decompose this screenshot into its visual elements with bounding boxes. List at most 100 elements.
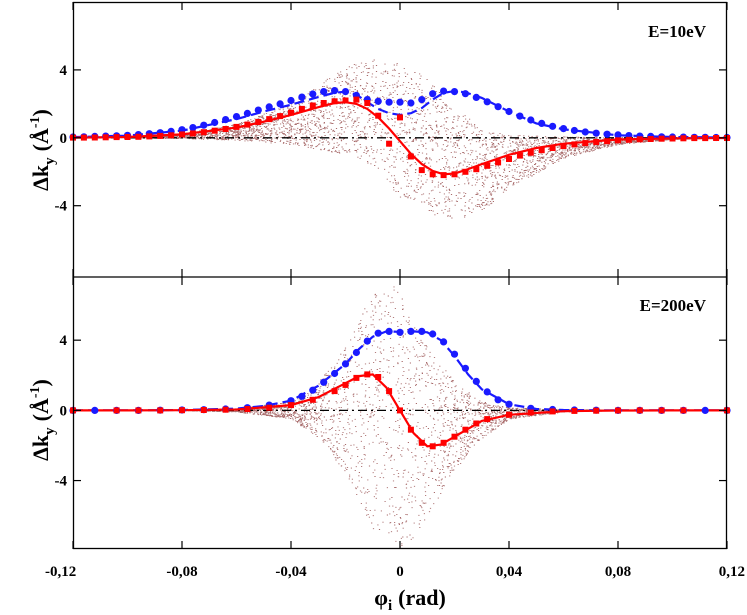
blue-circle-point [570, 126, 579, 135]
red-square-point [451, 171, 458, 178]
red-square-point [538, 147, 545, 154]
blue-circle-point [494, 396, 502, 404]
blue-circle-point [505, 107, 513, 116]
red-square-point [124, 134, 131, 140]
red-square-point [418, 167, 425, 174]
y-title-prefix: Δk [28, 164, 53, 191]
x-tick-label: 0,04 [496, 564, 523, 580]
red-square-point [473, 420, 480, 427]
red-square-point [200, 129, 207, 136]
red-square-point [407, 153, 414, 160]
red-square-point [375, 374, 382, 380]
blue-circle-point [418, 327, 426, 335]
y-title-open: ( [28, 144, 53, 151]
red-square-point [549, 408, 556, 415]
blue-circle-point [363, 337, 371, 345]
blue-circle-point [440, 338, 448, 346]
red-square-point [484, 416, 491, 423]
red-square-point [364, 371, 371, 378]
blue-circle-point [396, 98, 404, 106]
blue-circle-point [298, 392, 306, 400]
blue-circle-point [450, 88, 459, 96]
x-axis-title: φi (rad) [374, 585, 446, 614]
panel-bottom: -4 0 4 E=200eV [55, 277, 731, 549]
red-square-point [157, 407, 164, 414]
plot-frame [72, 1, 728, 550]
blue-circle-point [309, 386, 317, 394]
blue-circle-point [538, 119, 546, 127]
red-square-point [298, 105, 305, 112]
blue-circle-point [189, 124, 197, 132]
blue-circle-point [341, 360, 350, 368]
blue-circle-point [243, 109, 251, 117]
red-square-point [593, 139, 600, 145]
blue-circle-point [287, 96, 295, 105]
blue-circle-point [483, 98, 491, 106]
blue-circle-point [352, 348, 360, 357]
red-square-point [680, 407, 687, 414]
red-square-point [506, 156, 512, 162]
red-square-point [189, 130, 196, 137]
blue-circle-point [603, 130, 611, 138]
blue-circle-point [298, 93, 306, 101]
y-title-superscript: -1 [28, 116, 43, 128]
blue-circle-point [265, 103, 273, 111]
blue-circle-point [472, 377, 480, 385]
red-square-point [309, 396, 316, 403]
y-title-close: ) [28, 109, 53, 116]
x-tick-label: 0,08 [605, 564, 631, 580]
blue-circle-point [331, 87, 339, 95]
red-square-point [593, 407, 600, 414]
y-title-close: ) [28, 379, 53, 386]
red-square-point [342, 97, 349, 104]
blue-circle-point [91, 406, 99, 414]
blue-circle-point [374, 329, 382, 337]
y-title-open: ( [28, 414, 53, 421]
y-tick-label-bottom: 4 [60, 333, 68, 349]
red-square-point [549, 145, 556, 151]
x-title-subscript: i [388, 598, 392, 614]
blue-circle-point [222, 116, 230, 124]
markers-bottom [69, 327, 731, 450]
red-square-point [506, 411, 512, 418]
red-square-point [527, 149, 534, 156]
red-square-point [571, 141, 578, 148]
y-title-unit: Å [28, 398, 53, 414]
red-square-point [244, 406, 251, 412]
y-axis-title-bottom: Δky (Å-1) [28, 379, 58, 461]
red-square-point [473, 166, 480, 173]
blue-circle-point [483, 388, 491, 396]
blue-dashed-line-bottom [73, 330, 727, 412]
red-square-point [80, 134, 87, 141]
blue-circle-point [385, 98, 393, 106]
red-square-point [320, 100, 327, 106]
blue-circle-point [527, 116, 535, 124]
red-square-point [636, 136, 643, 143]
plot-border [72, 1, 728, 550]
energy-label-top: E=10eV [648, 22, 707, 41]
red-square-point [702, 135, 709, 142]
blue-circle-point [200, 121, 208, 129]
y-title-superscript: -1 [28, 386, 43, 398]
red-square-point [429, 443, 436, 450]
y-tick-label-bottom: -4 [55, 474, 68, 490]
blue-circle-point [418, 96, 426, 104]
blue-circle-point [254, 106, 262, 114]
red-square-point [331, 388, 338, 395]
scatter-cloud-bottom [73, 286, 729, 548]
y-axis-title-top: Δky (Å-1) [28, 109, 58, 191]
blue-circle-point [505, 400, 513, 408]
red-square-point [102, 134, 109, 141]
red-square-point [691, 135, 698, 142]
red-square-point [560, 143, 567, 150]
panel-top: -4 0 4 E=10eV [55, 2, 731, 277]
blue-circle-point [429, 330, 437, 338]
red-square-point [658, 135, 665, 142]
x-tick-label: -0,04 [275, 564, 307, 580]
blue-circle-point [407, 327, 415, 335]
red-square-point [407, 426, 414, 433]
red-square-point [615, 407, 621, 414]
red-square-point [353, 374, 360, 381]
red-square-point [331, 98, 338, 105]
red-square-point [168, 132, 175, 139]
